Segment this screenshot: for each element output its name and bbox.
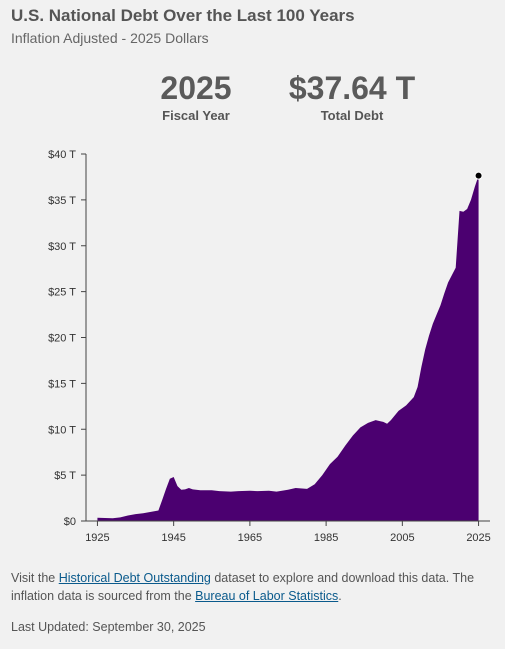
y-tick-label: $15 T [48,378,76,390]
footer-text-3: . [338,589,342,603]
x-tick-label: 1985 [314,532,338,544]
total-debt-stat: $37.64 T Total Debt [272,70,432,123]
last-updated: Last Updated: September 30, 2025 [11,620,206,634]
x-tick-label: 1965 [238,532,262,544]
fiscal-year-label: Fiscal Year [162,108,230,123]
bls-link[interactable]: Bureau of Labor Statistics [195,589,339,603]
debt-area-chart: $0 $5 T $10 T $15 T $20 T $25 T $30 T $35 T $40 … [48,149,491,544]
footer-text-2: dataset to explore and download this dat… [11,571,475,603]
y-tick-label: $35 T [48,195,76,207]
debt-area [97,175,479,521]
y-tick-label: $5 T [54,470,76,482]
historical-debt-link[interactable]: Historical Debt Outstanding [58,571,211,585]
fiscal-year-value: 2025 [160,70,232,106]
y-tick-label: $40 T [48,149,76,161]
y-tick-label: $10 T [48,424,76,436]
y-tick-label: $0 [64,516,76,528]
footer-text-1: Visit the [11,571,59,585]
x-tick-label: 2005 [390,532,414,544]
latest-value-marker [474,171,483,180]
fiscal-year-stat: 2025 Fiscal Year [116,70,276,123]
total-debt-value: $37.64 T [288,70,416,106]
x-tick-label: 1925 [85,532,109,544]
footer-note: Visit the Historical Debt Outstanding da… [11,569,501,605]
chart-subtitle: Inflation Adjusted - 2025 Dollars [11,30,209,46]
y-tick-label: $25 T [48,287,76,299]
total-debt-label: Total Debt [320,108,384,123]
y-tick-label: $30 T [48,241,76,253]
x-tick-label: 2025 [466,532,490,544]
y-tick-label: $20 T [48,333,76,345]
chart-title: U.S. National Debt Over the Last 100 Yea… [11,6,355,25]
x-tick-label: 1945 [161,532,185,544]
